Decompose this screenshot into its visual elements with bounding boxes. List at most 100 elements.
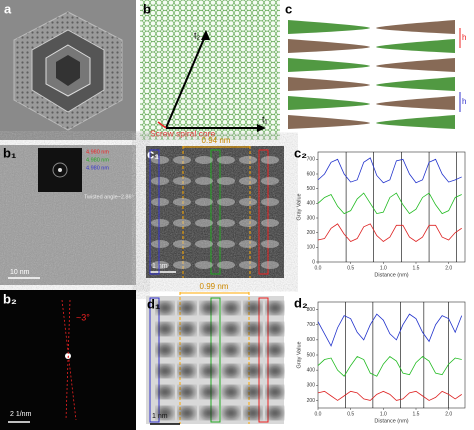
- scale-label: 10 nm: [10, 269, 30, 276]
- layer: [288, 77, 370, 91]
- blob: [179, 344, 195, 356]
- blob: [267, 407, 283, 419]
- layer: [376, 58, 455, 72]
- stripe: [239, 177, 257, 185]
- layer: [288, 58, 370, 72]
- y-tick-label: 600: [307, 337, 316, 343]
- stripe: [217, 177, 235, 185]
- x-tick-label: 2.0: [445, 265, 452, 271]
- panel-b: t₂ t₁ Screw spiral core b: [140, 0, 280, 140]
- stripe: [217, 219, 235, 227]
- blob: [267, 365, 283, 377]
- x-tick-label: 2.0: [445, 411, 452, 417]
- plot-frame: [317, 151, 466, 263]
- stripe: [173, 240, 191, 248]
- blob: [245, 344, 261, 356]
- y-tick-label: 300: [307, 215, 316, 221]
- height-label: h: [462, 97, 466, 106]
- layer: [288, 39, 370, 53]
- spacing-label: 4.980 nm: [86, 157, 109, 163]
- blob: [267, 323, 283, 335]
- x-axis-label: Distance (nm): [374, 272, 408, 278]
- series-line: [317, 390, 462, 401]
- x-tick-label: 0.5: [347, 265, 354, 271]
- x-tick-label: 1.5: [413, 411, 420, 417]
- x-tick-label: 0.0: [315, 411, 322, 417]
- stripe: [217, 156, 235, 164]
- scale-label: 1 nm: [152, 263, 168, 270]
- x-tick-label: 0.0: [315, 265, 322, 271]
- layer: [376, 39, 455, 53]
- blob: [245, 407, 261, 419]
- blob: [223, 344, 239, 356]
- panel-label: d₂: [294, 295, 308, 310]
- stripe: [195, 198, 213, 206]
- series-line: [317, 192, 462, 215]
- panel-d1: 0.99 nm 1 nm d₁: [146, 282, 284, 425]
- stripe: [173, 219, 191, 227]
- stripe: [261, 240, 279, 248]
- layer: [288, 20, 370, 34]
- stripe: [173, 198, 191, 206]
- blob: [201, 407, 217, 419]
- series-line: [317, 157, 462, 184]
- blob: [157, 302, 173, 314]
- series-line: [317, 313, 463, 347]
- x-tick-label: 1.0: [380, 265, 387, 271]
- stripe: [239, 219, 257, 227]
- layer: [376, 115, 455, 129]
- blob: [157, 386, 173, 398]
- y-axis-label: Gray Value: [296, 341, 302, 368]
- blob: [223, 386, 239, 398]
- stripe: [239, 156, 257, 164]
- y-tick-label: 700: [307, 322, 316, 328]
- stripe: [239, 261, 257, 269]
- stripe: [173, 261, 191, 269]
- stripe: [217, 240, 235, 248]
- stripe: [151, 198, 169, 206]
- core-label: Screw spiral core: [150, 128, 215, 138]
- stripe: [217, 198, 235, 206]
- series-line: [317, 355, 462, 377]
- panel-b1: 4.980 nm 4.980 nm 4.980 nm Twisted angle…: [0, 145, 136, 285]
- spacing-label: 4.980 nm: [86, 165, 109, 171]
- stripe: [173, 156, 191, 164]
- stripe: [195, 240, 213, 248]
- stripe: [261, 261, 279, 269]
- panel-c1: 0.94 nm 1 nm c₁: [146, 136, 284, 278]
- twist-label: Twisted angle~2.86°: [84, 194, 134, 200]
- blob: [245, 365, 261, 377]
- angle-label: ~3°: [76, 312, 90, 322]
- y-tick-label: 800: [307, 307, 316, 313]
- panel-label: b₁: [3, 145, 16, 160]
- panel-label: a: [4, 1, 12, 16]
- stripe: [239, 240, 257, 248]
- panel-label: b₂: [3, 291, 17, 306]
- stripe: [195, 156, 213, 164]
- stripe: [261, 177, 279, 185]
- blob: [179, 323, 195, 335]
- stripe: [195, 219, 213, 227]
- x-axis-label: Distance (nm): [374, 418, 408, 424]
- stripe: [151, 177, 169, 185]
- stripe: [261, 219, 279, 227]
- blob: [223, 407, 239, 419]
- blob: [223, 302, 239, 314]
- y-tick-label: 700: [307, 157, 316, 163]
- blob: [179, 365, 195, 377]
- panel-label: d₁: [147, 296, 160, 311]
- layer: [376, 96, 455, 110]
- layer: [288, 96, 370, 110]
- arrow-label: t₁: [262, 114, 268, 124]
- y-tick-label: 500: [307, 352, 316, 358]
- stripe: [173, 177, 191, 185]
- blob: [179, 407, 195, 419]
- layer: [288, 115, 370, 129]
- spacing-label: 0.99 nm: [200, 282, 229, 291]
- panel-c: c h h: [283, 0, 474, 140]
- blob: [157, 344, 173, 356]
- layer: [376, 20, 455, 34]
- layer: [376, 77, 455, 91]
- panel-label: c₂: [294, 145, 307, 160]
